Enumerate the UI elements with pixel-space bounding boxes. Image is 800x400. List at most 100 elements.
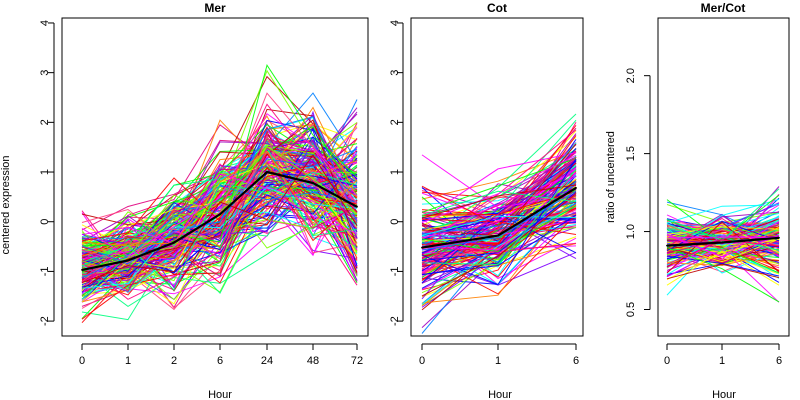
chart-mer-mean-point xyxy=(173,241,175,244)
chart-mer-profile-line xyxy=(81,187,358,289)
chart-mercot-x-tick-label: 1 xyxy=(719,355,725,367)
chart-mer-x-tick-label: 48 xyxy=(307,355,319,367)
chart-cot-profile-line xyxy=(421,184,577,219)
chart-cot-profile-line xyxy=(421,183,577,248)
chart-cot-profile-line xyxy=(421,218,577,235)
chart-mercot-y-tick-label: 2.0 xyxy=(625,68,637,83)
chart-mer-y-tick-label: -2 xyxy=(39,316,51,326)
chart-mercot: 0.5 1.0 1.5 2.0 0 1 6 Mer/Cot ratio of uncent… xyxy=(605,1,790,400)
chart-mer-profile-line xyxy=(81,161,358,262)
chart-mercot-profile-line xyxy=(666,255,780,277)
chart-mercot-profile-line xyxy=(666,234,780,258)
chart-cot-x-axis: 0 1 6 xyxy=(419,343,579,367)
chart-mercot-profile-line xyxy=(666,263,780,280)
chart-mer-mean-layer xyxy=(81,170,358,271)
chart-mercot-y-axis: 0.5 1.0 1.5 2.0 xyxy=(625,68,651,317)
chart-mer-x-axis: 0 1 2 6 24 48 72 xyxy=(79,343,363,367)
chart-mer-profile-line xyxy=(81,162,358,286)
chart-mercot-profile-line xyxy=(666,224,780,254)
chart-mercot-y-tick-label: 1.0 xyxy=(625,224,637,239)
chart-mer-y-tick-label: 1 xyxy=(39,169,51,175)
chart-mercot-mean-point xyxy=(778,236,780,239)
chart-mer-y-tick-label: 4 xyxy=(39,20,51,26)
chart-mer-x-tick-label: 1 xyxy=(125,355,131,367)
chart-mer-profile-line xyxy=(81,116,358,240)
chart-mer-profile-line xyxy=(81,171,358,291)
chart-cot-mean-layer xyxy=(421,186,577,249)
chart-mer-profile-line xyxy=(81,148,358,265)
chart-mercot-profile-line xyxy=(666,236,780,239)
chart-cot-profile-line xyxy=(421,214,577,295)
chart-cot-profile-line xyxy=(421,245,577,290)
chart-mer-profile-line xyxy=(81,146,358,300)
chart-mer-profile-line xyxy=(81,173,358,261)
chart-mer-y-tick-label: -1 xyxy=(39,267,51,277)
chart-cot-x-tick-label: 0 xyxy=(419,355,425,367)
chart-mer-profile-line xyxy=(81,145,358,271)
chart-mer-profile-line xyxy=(81,186,358,262)
chart-cot-profile-line xyxy=(421,190,577,251)
chart-mer-profile-line xyxy=(81,179,358,262)
chart-mer-y-tick-label: 3 xyxy=(39,70,51,76)
chart-cot-profile-line xyxy=(421,156,577,264)
chart-mer-y-tick-label: 0 xyxy=(39,219,51,225)
chart-mercot-profile-line xyxy=(666,238,780,263)
chart-cot-y-tick-label: -1 xyxy=(389,267,401,277)
chart-mercot-x-tick-label: 6 xyxy=(776,355,782,367)
chart-cot: -2 -1 0 1 2 3 4 0 1 6 Cot Hour xyxy=(389,1,584,400)
chart-mercot-mean-point xyxy=(666,244,668,247)
chart-cot-y-tick-label: 0 xyxy=(389,219,401,225)
chart-cot-y-tick-label: -2 xyxy=(389,316,401,326)
chart-mercot-mean-point xyxy=(721,241,723,244)
chart-mercot-mean-layer xyxy=(666,236,780,247)
chart-cot-profile-line xyxy=(421,119,577,232)
chart-mer-x-tick-label: 2 xyxy=(171,355,177,367)
chart-mer-y-tick-label: 2 xyxy=(39,119,51,125)
chart-mer-profile-line xyxy=(81,153,358,257)
chart-cot-profile-line xyxy=(421,183,577,264)
chart-cot-profile-line xyxy=(421,205,577,305)
chart-mercot-y-tick-label: 1.5 xyxy=(625,146,637,161)
chart-cot-xlabel: Hour xyxy=(488,389,512,400)
chart-cot-x-tick-label: 6 xyxy=(573,355,579,367)
chart-mer-title: Mer xyxy=(204,1,226,15)
chart-cot-profile-line xyxy=(421,154,577,223)
chart-mer-profiles xyxy=(81,63,358,324)
chart-mer-profile-line xyxy=(81,172,358,288)
chart-mer-profile-line xyxy=(81,92,358,248)
chart-cot-y-axis: -2 -1 0 1 2 3 4 xyxy=(389,20,404,326)
chart-mer-mean-point xyxy=(266,171,268,173)
chart-mer-y-axis: -2 -1 0 1 2 3 4 xyxy=(39,20,55,326)
chart-mer-x-tick-label: 72 xyxy=(351,355,363,367)
chart-mercot-profile-line xyxy=(666,204,780,224)
chart-mer-x-tick-label: 24 xyxy=(261,355,273,367)
chart-cot-y-tick-label: 1 xyxy=(389,169,401,175)
chart-cot-profile-line xyxy=(421,191,577,261)
chart-mercot-y-tick-label: 0.5 xyxy=(625,302,637,317)
chart-cot-mean-point xyxy=(497,234,499,237)
chart-mer-profile-line xyxy=(81,161,358,249)
chart-cot-y-tick-label: 4 xyxy=(389,20,401,26)
chart-mer-x-tick-label: 6 xyxy=(217,355,223,367)
chart-cot-mean-point xyxy=(575,187,577,189)
chart-mer-mean-point xyxy=(356,205,358,208)
chart-mer-profile-line xyxy=(81,147,358,300)
chart-mercot-x-tick-label: 0 xyxy=(664,355,670,367)
chart-mer-xlabel: Hour xyxy=(208,389,232,400)
chart-cot-profile-line xyxy=(421,192,577,304)
chart-cot-profile-line xyxy=(421,215,577,236)
chart-cot-profile-line xyxy=(421,214,577,275)
chart-cot-profile-line xyxy=(421,150,577,200)
chart-mer-plot-frame xyxy=(61,17,369,337)
chart-cot-profile-line xyxy=(421,172,577,240)
figure-ylabel-left: centered expression xyxy=(0,155,12,254)
chart-mercot-profile-line xyxy=(666,247,780,303)
chart-mer-profile-line xyxy=(81,119,358,290)
chart-mer-profile-line xyxy=(81,150,358,263)
chart-mer-mean-point xyxy=(312,182,314,184)
chart-cot-title: Cot xyxy=(487,1,507,15)
chart-cot-profile-line xyxy=(421,160,577,254)
chart-mercot-profile-line xyxy=(666,245,780,262)
chart-mercot-profile-line xyxy=(666,252,780,266)
